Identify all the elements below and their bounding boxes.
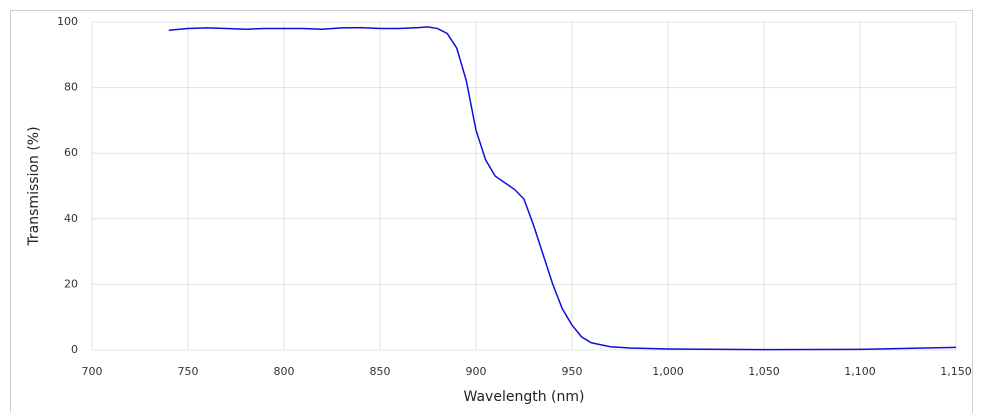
- x-axis-title: Wavelength (nm): [464, 389, 585, 405]
- x-tick-label: 800: [274, 365, 295, 378]
- y-tick-label: 80: [64, 81, 78, 94]
- x-tick-label: 1,150: [940, 365, 972, 378]
- x-tick-label: 1,100: [844, 365, 876, 378]
- y-axis-title: Transmission (%): [26, 126, 42, 246]
- y-tick-label: 60: [64, 146, 78, 159]
- y-tick-label: 0: [71, 343, 78, 356]
- data-line: [168, 26, 957, 351]
- x-tick-label: 700: [82, 365, 103, 378]
- x-tick-label: 750: [178, 365, 199, 378]
- x-tick-label: 900: [466, 365, 487, 378]
- y-tick-label: 100: [57, 15, 78, 28]
- x-tick-label: 1,050: [748, 365, 780, 378]
- x-tick-label: 950: [562, 365, 583, 378]
- y-tick-label: 40: [64, 212, 78, 225]
- x-tick-label: 1,000: [652, 365, 684, 378]
- chart-frame: [10, 10, 973, 413]
- x-tick-label: 850: [370, 365, 391, 378]
- y-tick-label: 20: [64, 277, 78, 290]
